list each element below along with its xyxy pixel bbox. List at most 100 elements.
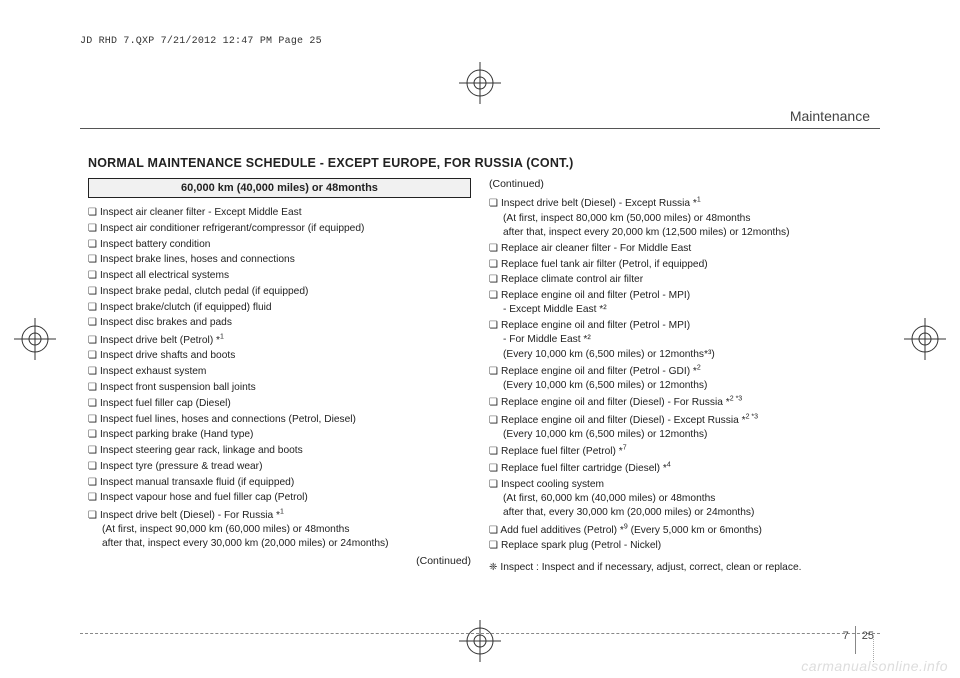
page-number: 7 25 (843, 622, 874, 650)
right-column: (Continued) Inspect drive belt (Diesel) … (489, 178, 872, 573)
item-text: Inspect disc brakes and pads (88, 317, 232, 328)
item-text: Inspect battery condition (88, 239, 210, 250)
list-item: Inspect cooling system(At first, 60,000 … (489, 478, 872, 521)
item-text: Inspect air cleaner filter - Except Midd… (88, 207, 302, 218)
list-item: Inspect tyre (pressure & tread wear) (88, 460, 471, 474)
list-item: Inspect manual transaxle fluid (if equip… (88, 476, 471, 490)
item-text: Replace engine oil and filter (Diesel) -… (489, 397, 742, 408)
item-sup: 7 (623, 445, 627, 452)
dashed-footer-line (80, 633, 880, 634)
columns: 60,000 km (40,000 miles) or 48months Ins… (88, 178, 872, 573)
section-title: Maintenance (790, 108, 870, 124)
item-subline: after that, inspect every 30,000 km (20,… (88, 537, 471, 551)
item-sup: 2 *3 (730, 396, 742, 403)
item-text: Replace engine oil and filter (Petrol - … (489, 320, 690, 331)
item-subline: after that, every 30,000 km (20,000 mile… (489, 506, 872, 520)
item-text: Inspect brake pedal, clutch pedal (if eq… (88, 286, 308, 297)
page-number-divider (855, 626, 856, 654)
list-item: Inspect drive belt (Diesel) - For Russia… (88, 507, 471, 551)
right-item-list: Inspect drive belt (Diesel) - Except Rus… (489, 196, 872, 554)
continued-label: (Continued) (88, 555, 471, 567)
list-item: Replace air cleaner filter - For Middle … (489, 242, 872, 256)
item-sup: 2 *3 (746, 413, 758, 420)
list-item: Inspect drive belt (Petrol) *1 (88, 332, 471, 348)
item-text: Inspect drive belt (Diesel) - Except Rus… (489, 198, 701, 209)
list-item: Inspect disc brakes and pads (88, 316, 471, 330)
item-text: Replace spark plug (Petrol - Nickel) (489, 540, 661, 551)
item-text: Replace fuel tank air filter (Petrol, if… (489, 259, 708, 270)
footnote-body: Inspect and if necessary, adjust, correc… (542, 562, 802, 573)
item-text: Inspect vapour hose and fuel filler cap … (88, 492, 308, 503)
item-text: Inspect steering gear rack, linkage and … (88, 445, 303, 456)
item-text: Replace air cleaner filter - For Middle … (489, 243, 691, 254)
item-sup: 4 (667, 462, 671, 469)
item-sup: 1 (220, 333, 224, 340)
footnote-lead: ❈ Inspect : (489, 562, 539, 573)
list-item: Inspect drive belt (Diesel) - Except Rus… (489, 196, 872, 240)
list-item: Replace fuel filter cartridge (Diesel) *… (489, 461, 872, 477)
list-item: Add fuel additives (Petrol) *9 (Every 5,… (489, 522, 872, 538)
item-text: Replace engine oil and filter (Diesel) -… (489, 415, 758, 426)
list-item: Inspect drive shafts and boots (88, 349, 471, 363)
list-item: Inspect air conditioner refrigerant/comp… (88, 222, 471, 236)
list-item: Inspect brake/clutch (if equipped) fluid (88, 301, 471, 315)
list-item: Inspect exhaust system (88, 365, 471, 379)
registration-mark-bottom (459, 620, 501, 662)
item-text: Replace engine oil and filter (Petrol - … (489, 290, 690, 301)
item-text: Inspect cooling system (489, 479, 604, 490)
list-item: Inspect fuel lines, hoses and connection… (88, 413, 471, 427)
item-subline: (At first, inspect 90,000 km (60,000 mil… (88, 523, 471, 537)
item-text: Inspect drive belt (Petrol) *1 (88, 335, 224, 346)
item-subline: (Every 10,000 km (6,500 miles) or 12mont… (489, 348, 872, 362)
interval-box: 60,000 km (40,000 miles) or 48months (88, 178, 471, 198)
list-item: Inspect brake lines, hoses and connectio… (88, 253, 471, 267)
item-text: Add fuel additives (Petrol) *9 (Every 5,… (489, 525, 762, 536)
item-text: Inspect manual transaxle fluid (if equip… (88, 477, 294, 488)
item-text: Inspect drive belt (Diesel) - For Russia… (88, 510, 284, 521)
item-subline: - For Middle East *² (489, 333, 872, 347)
list-item: Replace engine oil and filter (Petrol - … (489, 319, 872, 362)
schedule-title: NORMAL MAINTENANCE SCHEDULE - EXCEPT EUR… (88, 156, 872, 170)
item-text: Inspect exhaust system (88, 366, 206, 377)
item-text: Inspect fuel filler cap (Diesel) (88, 398, 231, 409)
list-item: Inspect air cleaner filter - Except Midd… (88, 206, 471, 220)
footnote: ❈ Inspect : Inspect and if necessary, ad… (489, 562, 872, 573)
page-section-number: 7 (843, 630, 849, 642)
item-text: Inspect front suspension ball joints (88, 382, 256, 393)
item-subline: - Except Middle East *² (489, 303, 872, 317)
continued-top-label: (Continued) (489, 178, 872, 190)
list-item: Inspect front suspension ball joints (88, 381, 471, 395)
watermark: carmanualsonline.info (801, 658, 948, 674)
item-text: Inspect drive shafts and boots (88, 350, 235, 361)
list-item: Replace spark plug (Petrol - Nickel) (489, 539, 872, 553)
registration-mark-left (14, 318, 56, 360)
content-area: NORMAL MAINTENANCE SCHEDULE - EXCEPT EUR… (88, 156, 872, 620)
item-subline: (At first, inspect 80,000 km (50,000 mil… (489, 212, 872, 226)
list-item: Replace engine oil and filter (Petrol - … (489, 289, 872, 318)
list-item: Replace climate control air filter (489, 273, 872, 287)
item-subline: after that, inspect every 20,000 km (12,… (489, 226, 872, 240)
registration-mark-right (904, 318, 946, 360)
item-text: Replace fuel filter (Petrol) *7 (489, 446, 627, 457)
list-item: Replace engine oil and filter (Diesel) -… (489, 395, 872, 411)
item-sup: 1 (280, 508, 284, 515)
list-item: Replace fuel filter (Petrol) *7 (489, 444, 872, 460)
item-text: Replace climate control air filter (489, 274, 643, 285)
item-trail: (Every 5,000 km or 6months) (628, 525, 762, 536)
item-text: Inspect parking brake (Hand type) (88, 429, 253, 440)
item-sup: 1 (697, 197, 701, 204)
item-text: Inspect all electrical systems (88, 270, 229, 281)
item-text: Replace engine oil and filter (Petrol - … (489, 366, 701, 377)
left-column: 60,000 km (40,000 miles) or 48months Ins… (88, 178, 471, 573)
item-sup: 2 (697, 364, 701, 371)
list-item: Inspect parking brake (Hand type) (88, 428, 471, 442)
page-root: JD RHD 7.QXP 7/21/2012 12:47 PM Page 25 … (0, 0, 960, 678)
list-item: Inspect all electrical systems (88, 269, 471, 283)
list-item: Replace fuel tank air filter (Petrol, if… (489, 258, 872, 272)
item-text: Inspect tyre (pressure & tread wear) (88, 461, 262, 472)
item-text: Replace fuel filter cartridge (Diesel) *… (489, 463, 671, 474)
item-subline: (Every 10,000 km (6,500 miles) or 12mont… (489, 428, 872, 442)
item-subline: (Every 10,000 km (6,500 miles) or 12mont… (489, 379, 872, 393)
list-item: Inspect fuel filler cap (Diesel) (88, 397, 471, 411)
list-item: Inspect vapour hose and fuel filler cap … (88, 491, 471, 505)
